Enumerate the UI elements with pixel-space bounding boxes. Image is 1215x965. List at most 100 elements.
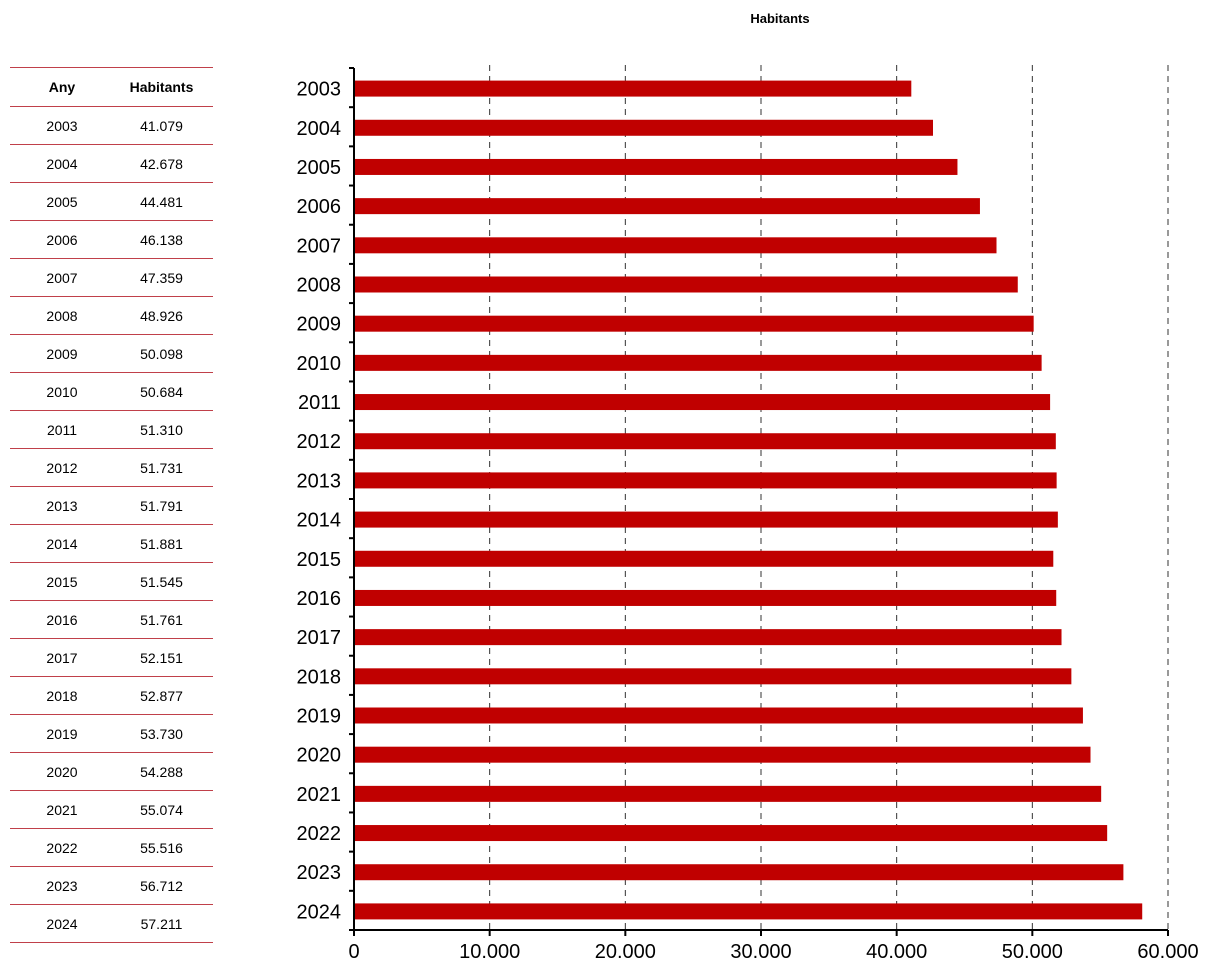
table-row: 2013 51.791	[10, 486, 213, 525]
table-cell-inhabitants: 51.761	[110, 600, 213, 639]
y-tick-label: 2014	[297, 510, 342, 532]
bar	[354, 119, 933, 136]
bar	[354, 472, 1057, 489]
table-cell-inhabitants: 46.138	[110, 220, 213, 259]
x-tick-label: 30.000	[730, 941, 791, 963]
bar	[354, 237, 997, 254]
data-table: Any Habitants 2003 41.079 2004 42.678 2005 44…	[10, 67, 213, 943]
y-tick-label: 2008	[297, 275, 342, 297]
table-row: 2017 52.151	[10, 638, 213, 677]
bar	[354, 825, 1108, 842]
y-tick-label: 2021	[297, 784, 342, 806]
y-tick-label: 2006	[297, 196, 342, 218]
table-row: 2021 55.074	[10, 790, 213, 829]
chart-title: Habitants	[750, 11, 810, 26]
table-cell-inhabitants: 52.877	[110, 676, 213, 715]
y-tick-label: 2022	[297, 823, 342, 845]
table-cell-year: 2009	[10, 334, 110, 373]
bar	[354, 354, 1042, 371]
bar	[354, 198, 980, 215]
table-row: 2010 50.684	[10, 372, 213, 411]
x-tick-label: 10.000	[459, 941, 520, 963]
table-cell-year: 2012	[10, 448, 110, 487]
y-tick-label: 2013	[297, 470, 342, 492]
bar	[354, 158, 958, 175]
table-cell-year: 2018	[10, 676, 110, 715]
table-row: 2022 55.516	[10, 828, 213, 867]
table-row: 2003 41.079	[10, 106, 213, 145]
bar	[354, 80, 912, 97]
bar	[354, 903, 1143, 920]
table-cell-inhabitants: 52.151	[110, 638, 213, 677]
tick-labels: 2003 2004 2005 2006 2007 2008 2009 2010 2011 2012…	[297, 79, 1199, 963]
table-header-year: Any	[10, 67, 110, 107]
x-tick-label: 40.000	[866, 941, 927, 963]
table-cell-inhabitants: 57.211	[110, 904, 213, 943]
table-cell-inhabitants: 51.731	[110, 448, 213, 487]
table-row: 2015 51.545	[10, 562, 213, 601]
table-cell-year: 2006	[10, 220, 110, 259]
bar	[354, 589, 1057, 606]
y-tick-label: 2012	[297, 431, 342, 453]
table-cell-year: 2022	[10, 828, 110, 867]
x-tick-label: 60.000	[1137, 941, 1198, 963]
table-row: 2024 57.211	[10, 904, 213, 943]
table-cell-year: 2021	[10, 790, 110, 829]
table-row: 2014 51.881	[10, 524, 213, 563]
x-tick-label: 0	[348, 941, 359, 963]
table-row: 2004 42.678	[10, 144, 213, 183]
table-cell-inhabitants: 56.712	[110, 866, 213, 905]
table-cell-year: 2024	[10, 904, 110, 943]
bar	[354, 276, 1018, 293]
bar	[354, 433, 1056, 450]
y-tick-label: 2018	[297, 666, 342, 688]
table-cell-inhabitants: 48.926	[110, 296, 213, 335]
table-cell-inhabitants: 41.079	[110, 106, 213, 145]
table-cell-year: 2023	[10, 866, 110, 905]
table-row: 2023 56.712	[10, 866, 213, 905]
table-cell-inhabitants: 42.678	[110, 144, 213, 183]
table-cell-year: 2019	[10, 714, 110, 753]
table-header-row: Any Habitants	[10, 67, 213, 107]
table-cell-year: 2020	[10, 752, 110, 791]
table-cell-year: 2007	[10, 258, 110, 297]
y-tick-label: 2004	[297, 118, 342, 140]
table-cell-year: 2005	[10, 182, 110, 221]
table-cell-year: 2008	[10, 296, 110, 335]
table-row: 2020 54.288	[10, 752, 213, 791]
table-cell-inhabitants: 47.359	[110, 258, 213, 297]
bar	[354, 394, 1051, 411]
bar	[354, 707, 1083, 724]
y-tick-label: 2016	[297, 588, 342, 610]
table-row: 2019 53.730	[10, 714, 213, 753]
table-cell-inhabitants: 55.516	[110, 828, 213, 867]
bar	[354, 511, 1058, 528]
y-tick-label: 2011	[298, 392, 341, 414]
y-tick-label: 2024	[297, 901, 342, 923]
table-row: 2018 52.877	[10, 676, 213, 715]
table-header-inhabitants: Habitants	[110, 67, 213, 107]
table-row: 2009 50.098	[10, 334, 213, 373]
y-tick-label: 2019	[297, 706, 342, 728]
table-cell-year: 2013	[10, 486, 110, 525]
y-tick-label: 2017	[297, 627, 342, 649]
y-tick-label: 2023	[297, 862, 342, 884]
y-tick-label: 2020	[297, 745, 342, 767]
bar	[354, 785, 1102, 802]
bar	[354, 864, 1124, 881]
x-tick-label: 50.000	[1002, 941, 1063, 963]
y-tick-label: 2015	[297, 549, 342, 571]
table-cell-inhabitants: 51.881	[110, 524, 213, 563]
bar	[354, 629, 1062, 646]
table-cell-inhabitants: 50.684	[110, 372, 213, 411]
table-cell-inhabitants: 51.545	[110, 562, 213, 601]
bar	[354, 668, 1072, 685]
table-cell-year: 2003	[10, 106, 110, 145]
axes	[349, 67, 1169, 936]
y-tick-label: 2005	[297, 157, 342, 179]
bar	[354, 746, 1091, 763]
table-cell-inhabitants: 50.098	[110, 334, 213, 373]
table-row: 2012 51.731	[10, 448, 213, 487]
table-row: 2005 44.481	[10, 182, 213, 221]
table-cell-inhabitants: 53.730	[110, 714, 213, 753]
